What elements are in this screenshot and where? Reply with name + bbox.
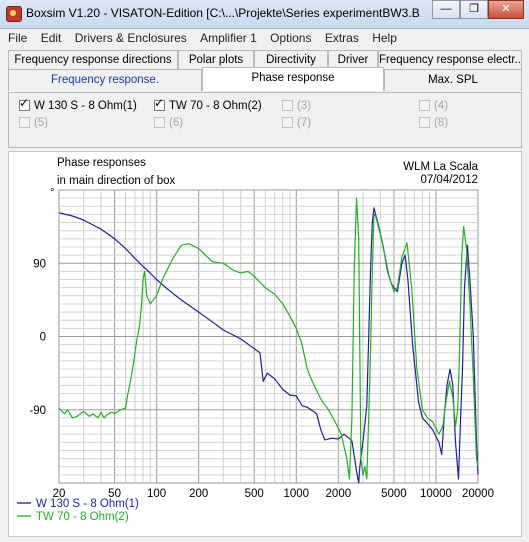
driver-label-8: (8) xyxy=(434,117,449,129)
menu-edit[interactable]: Edit xyxy=(40,31,62,45)
driver-checkbox-8: (8) xyxy=(419,117,448,129)
y-tick-label: 90 xyxy=(33,258,46,270)
driver-selection-panel: ✓ W 130 S - 8 Ohm(1) ✓ TW 70 - 8 Ohm(2) (3… xyxy=(8,92,522,148)
checkbox-icon xyxy=(19,117,30,128)
driver-checkbox-4: (4) xyxy=(419,100,448,112)
minimize-button[interactable]: — xyxy=(432,0,460,19)
x-tick-label: 1000 xyxy=(283,488,309,500)
chart-grid xyxy=(58,189,479,484)
chart-legend: W 130 S - 8 Ohm(1)TW 70 - 8 Ohm(2) xyxy=(17,498,139,523)
restore-button[interactable]: ❐ xyxy=(460,0,488,19)
driver-label-1: W 130 S - 8 Ohm(1) xyxy=(34,100,137,112)
chart-title: Phase responses xyxy=(57,157,146,169)
x-tick-label: 5000 xyxy=(381,488,407,500)
tab-frequency-response-electrical[interactable]: Frequency response electr.. xyxy=(378,50,522,69)
checkbox-icon[interactable]: ✓ xyxy=(19,96,30,111)
menu-amplifier[interactable]: Amplifier 1 xyxy=(200,31,257,45)
x-tick-label: 100 xyxy=(147,488,166,500)
chart-tick-labels: 20 50 100 200 500 1000 2000 5000 10000 20000 90 0 -9… xyxy=(29,258,494,500)
x-tick-label: 10000 xyxy=(420,488,452,500)
menu-bar: File Edit Drivers & Enclosures Amplifier… xyxy=(0,29,529,48)
title-bar: Boxsim V1.20 - VISATON-Edition [C:\...\P… xyxy=(0,0,529,29)
phase-response-chart: Phase responses in main direction of box… xyxy=(8,151,522,537)
checkbox-icon xyxy=(419,117,430,128)
x-tick-label: 20 xyxy=(53,488,66,500)
tab-row-upper: Frequency response directions Polar plot… xyxy=(8,50,522,69)
window-title: Boxsim V1.20 - VISATON-Edition [C:\...\P… xyxy=(26,6,421,20)
driver-checkbox-7: (7) xyxy=(282,117,311,129)
menu-help[interactable]: Help xyxy=(372,31,397,45)
legend-label: W 130 S - 8 Ohm(1) xyxy=(36,498,139,510)
series-line-2 xyxy=(58,197,479,480)
checkbox-icon xyxy=(282,117,293,128)
menu-extras[interactable]: Extras xyxy=(324,31,359,45)
checkbox-icon xyxy=(154,117,165,128)
tab-max-spl[interactable]: Max. SPL xyxy=(384,69,522,91)
x-tick-label: 200 xyxy=(189,488,208,500)
legend-label: TW 70 - 8 Ohm(2) xyxy=(36,511,129,523)
checkmark-icon: ✓ xyxy=(19,96,30,110)
tab-frequency-response[interactable]: Frequency response. xyxy=(8,69,202,91)
checkmark-icon: ✓ xyxy=(154,96,165,110)
chart-date: 07/04/2012 xyxy=(420,174,478,186)
driver-label-6: (6) xyxy=(169,117,184,129)
y-tick-label: -90 xyxy=(29,405,46,417)
x-tick-label: 50 xyxy=(108,488,121,500)
y-unit-marker: ° xyxy=(50,187,54,199)
chart-subtitle: in main direction of box xyxy=(57,175,176,187)
menu-options[interactable]: Options xyxy=(270,31,312,45)
menu-drivers-enclosures[interactable]: Drivers & Enclosures xyxy=(74,31,187,45)
x-tick-label: 20000 xyxy=(462,488,494,500)
driver-label-7: (7) xyxy=(297,117,312,129)
driver-label-4: (4) xyxy=(434,100,449,112)
chart-svg: Phase responses in main direction of box… xyxy=(17,157,494,523)
chart-series xyxy=(58,197,479,484)
x-tick-label: 2000 xyxy=(326,488,352,500)
driver-checkbox-2[interactable]: ✓ TW 70 - 8 Ohm(2) xyxy=(154,96,262,112)
chart-project-name: WLM La Scala xyxy=(403,161,478,173)
tab-row-lower: Frequency response. Phase response Max. … xyxy=(8,67,522,92)
boxsim-app-icon xyxy=(6,6,22,22)
driver-label-5: (5) xyxy=(34,117,49,129)
y-tick-label: 0 xyxy=(40,332,46,344)
x-tick-label: 500 xyxy=(245,488,264,500)
driver-checkbox-3: (3) xyxy=(282,100,311,112)
checkbox-icon xyxy=(419,100,430,111)
checkbox-icon[interactable]: ✓ xyxy=(154,96,165,111)
tab-driver[interactable]: Driver xyxy=(328,50,378,69)
driver-checkbox-1[interactable]: ✓ W 130 S - 8 Ohm(1) xyxy=(19,96,137,112)
tab-frequency-response-directions[interactable]: Frequency response directions xyxy=(8,50,178,69)
tab-polar-plots[interactable]: Polar plots xyxy=(178,50,254,69)
tab-phase-response[interactable]: Phase response xyxy=(202,67,384,91)
driver-checkbox-6: (6) xyxy=(154,117,183,129)
close-button[interactable]: ✕ xyxy=(488,0,524,19)
driver-checkbox-5: (5) xyxy=(19,117,48,129)
checkbox-icon xyxy=(282,100,293,111)
menu-file[interactable]: File xyxy=(8,31,28,45)
driver-label-2: TW 70 - 8 Ohm(2) xyxy=(169,100,262,112)
tab-directivity[interactable]: Directivity xyxy=(254,50,328,69)
driver-label-3: (3) xyxy=(297,100,312,112)
series-line-1 xyxy=(58,207,479,484)
